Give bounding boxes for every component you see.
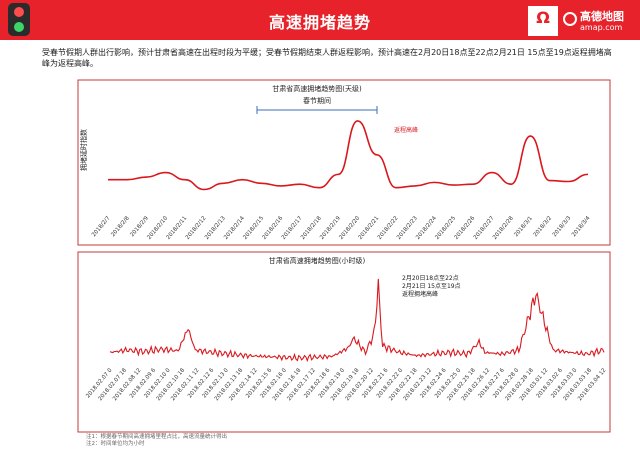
- hourly-peak-label-2: 2月21日 15点至19点: [402, 282, 461, 290]
- brand-name: 高德地图: [580, 10, 624, 23]
- daily-x-tick-label: 2018/3/1: [513, 215, 533, 238]
- daily-x-tick-label: 2018/2/8: [110, 215, 131, 238]
- daily-x-tick-label: 2018/3/4: [571, 215, 592, 238]
- daily-x-tick-labels: 2018/2/72018/2/82018/2/92018/2/102018/2/…: [91, 215, 592, 241]
- traffic-light-icon: [8, 3, 30, 36]
- footnote-1: 注1：根据春节期间高速拥堵里程占比，高速流量统计得出: [86, 434, 228, 440]
- daily-y-axis-label: 拥堵延时指数: [79, 129, 88, 171]
- hourly-peak-label-1: 2月20日18点至22点: [402, 274, 459, 282]
- daily-chart-frame: [77, 79, 611, 246]
- page-title: 高速拥堵趋势: [268, 13, 371, 32]
- daily-chart-title: 甘肃省高速拥堵趋势图(天级): [272, 84, 362, 93]
- hourly-series-line: [109, 278, 605, 363]
- partner-logo: Ω: [528, 6, 558, 36]
- holiday-label: 春节期间: [303, 96, 331, 105]
- summary-text: 受春节假期人群出行影响，预计甘肃省高速在出程时段为平缓；受春节假期结束人群返程影…: [42, 48, 612, 68]
- daily-x-tick-label: 2018/2/28: [492, 215, 515, 241]
- daily-x-tick-label: 2018/2/7: [91, 215, 112, 238]
- daily-x-tick-label: 2018/3/3: [552, 215, 573, 238]
- hourly-peak-label-3: 返程拥堵高峰: [402, 290, 438, 298]
- holiday-range-bracket: [256, 106, 378, 114]
- daily-peak-label: 返程高峰: [394, 126, 418, 134]
- daily-series-line: [107, 120, 589, 191]
- footnote-2: 注2：时间单位均为小时: [86, 441, 145, 447]
- hourly-chart-frame: [77, 251, 611, 433]
- daily-x-tick-label: 2018/3/2: [533, 215, 553, 238]
- header-bar: 高速拥堵趋势 Ω 高德地图 amap.com: [0, 0, 640, 40]
- amap-logo-icon: [563, 12, 577, 26]
- footnotes: 注1：根据春节期间高速拥堵里程占比，高速流量统计得出 注2：时间单位均为小时: [86, 434, 227, 448]
- hourly-chart-title: 甘肃省高速拥堵趋势图(小时级): [269, 256, 366, 265]
- brand-url: amap.com: [580, 23, 623, 32]
